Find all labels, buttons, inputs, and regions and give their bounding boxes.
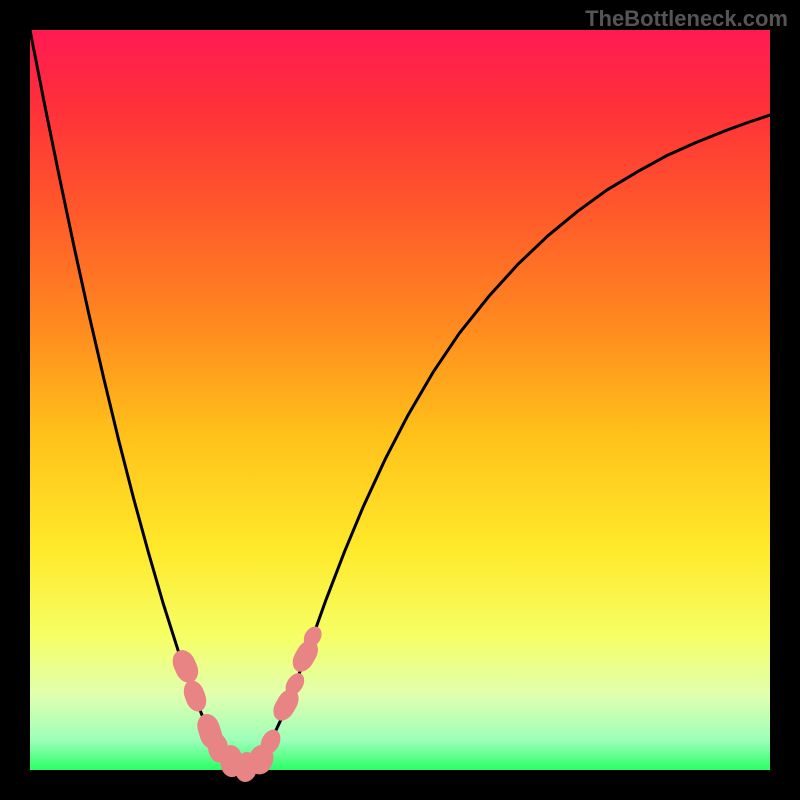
gradient-panel bbox=[30, 30, 770, 770]
chart-canvas: TheBottleneck.com bbox=[0, 0, 800, 800]
chart-svg bbox=[0, 0, 800, 800]
